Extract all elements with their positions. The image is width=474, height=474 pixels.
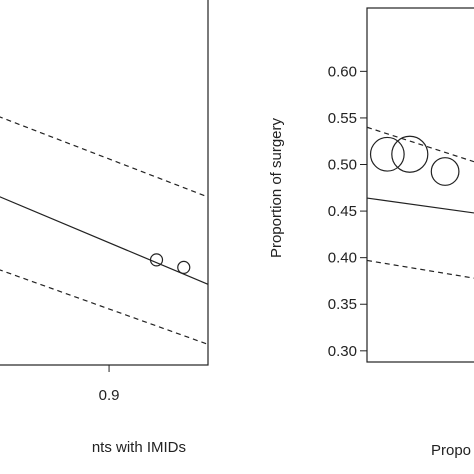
x-tick-label: 0.9 — [99, 387, 120, 404]
y-tick-label: 0.40 — [328, 250, 357, 267]
study-point — [430, 157, 460, 186]
regression-line — [0, 196, 209, 285]
study-point — [149, 253, 164, 267]
y-tick-label: 0.30 — [328, 343, 357, 360]
y-tick-label: 0.45 — [328, 203, 357, 220]
regression-line — [0, 269, 209, 345]
study-point — [369, 136, 405, 172]
x-axis-label: nts with IMIDs — [92, 439, 186, 456]
y-axis-label: Proportion of surgery — [268, 117, 285, 258]
x-axis-label: Propo — [431, 442, 471, 459]
y-tick-label: 0.35 — [328, 296, 357, 313]
study-point — [391, 135, 429, 173]
regression-line — [366, 259, 474, 279]
regression-line — [366, 126, 474, 163]
plot-frame — [366, 7, 474, 363]
regression-line — [366, 197, 474, 214]
y-tick-label: 0.55 — [328, 110, 357, 127]
plot-frame — [0, 0, 209, 366]
y-tick-label: 0.60 — [328, 63, 357, 80]
regression-line — [0, 116, 209, 198]
y-tick-label: 0.50 — [328, 157, 357, 174]
study-point — [177, 260, 191, 274]
